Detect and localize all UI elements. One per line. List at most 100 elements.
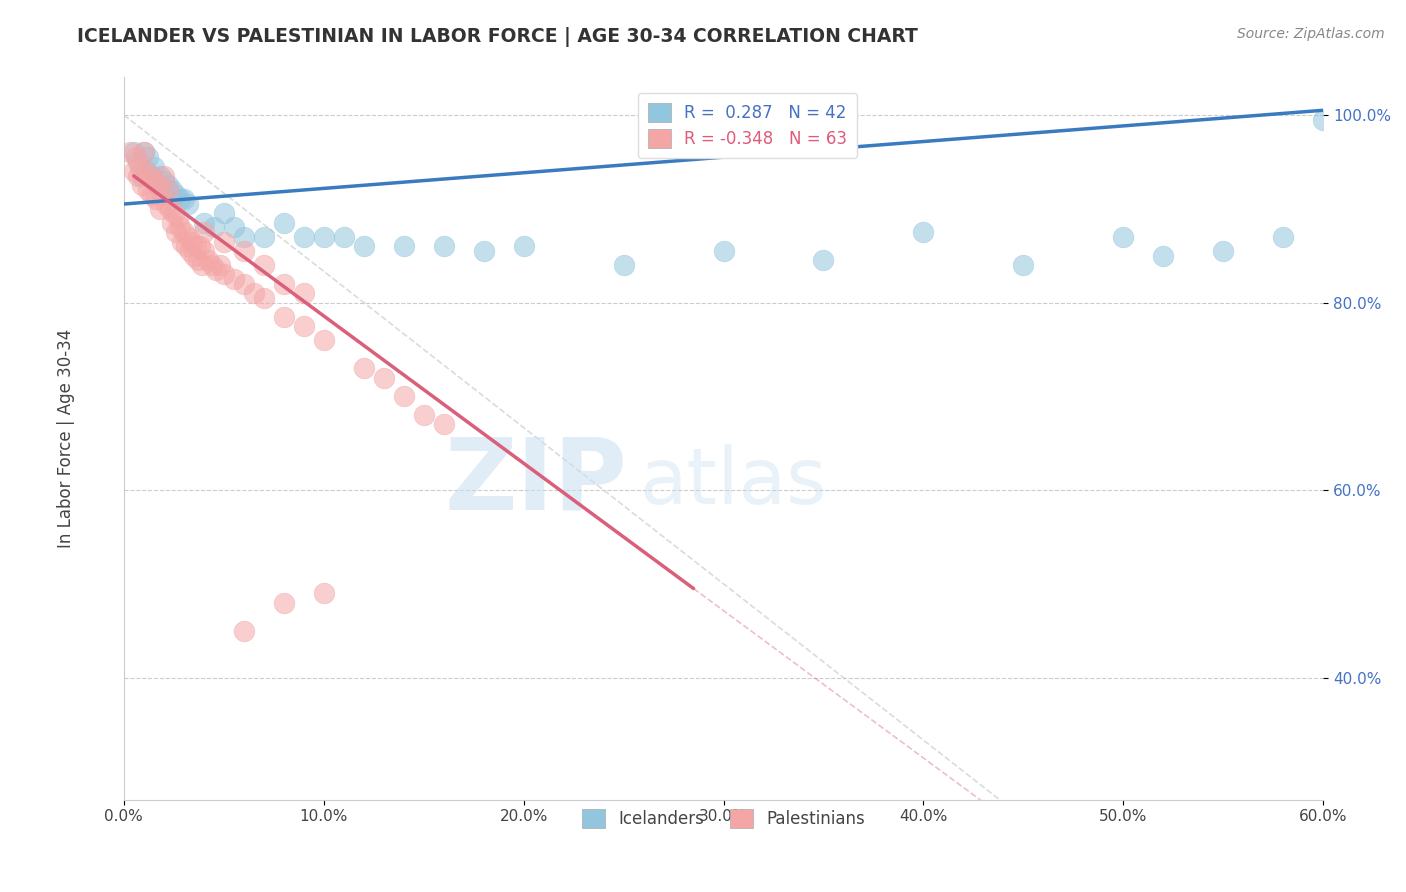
- Point: [202, 220, 225, 235]
- Point: [188, 239, 211, 253]
- Point: [155, 197, 177, 211]
- Point: [1112, 230, 1135, 244]
- Point: [125, 150, 148, 164]
- Point: [149, 202, 172, 216]
- Point: [312, 333, 335, 347]
- Point: [1272, 230, 1295, 244]
- Point: [292, 286, 315, 301]
- Point: [193, 244, 215, 258]
- Point: [135, 164, 157, 178]
- Text: ICELANDER VS PALESTINIAN IN LABOR FORCE | AGE 30-34 CORRELATION CHART: ICELANDER VS PALESTINIAN IN LABOR FORCE …: [77, 27, 918, 46]
- Point: [128, 160, 150, 174]
- Point: [190, 258, 212, 272]
- Point: [184, 239, 207, 253]
- Point: [273, 216, 295, 230]
- Point: [201, 258, 224, 272]
- Point: [122, 145, 145, 160]
- Point: [179, 244, 201, 258]
- Point: [1012, 258, 1035, 272]
- Point: [273, 310, 295, 324]
- Point: [273, 277, 295, 291]
- Point: [193, 216, 215, 230]
- Point: [1212, 244, 1234, 258]
- Point: [183, 249, 205, 263]
- Point: [169, 220, 191, 235]
- Point: [145, 192, 167, 206]
- Point: [813, 253, 835, 268]
- Point: [156, 178, 179, 193]
- Point: [187, 253, 209, 268]
- Point: [353, 361, 375, 376]
- Point: [177, 197, 200, 211]
- Point: [392, 389, 415, 403]
- Point: [152, 169, 174, 183]
- Point: [193, 225, 215, 239]
- Point: [141, 169, 163, 183]
- Point: [232, 277, 254, 291]
- Point: [412, 408, 434, 422]
- Point: [149, 169, 172, 183]
- Point: [232, 230, 254, 244]
- Y-axis label: In Labor Force | Age 30-34: In Labor Force | Age 30-34: [58, 329, 75, 548]
- Point: [353, 239, 375, 253]
- Point: [332, 230, 354, 244]
- Point: [174, 239, 197, 253]
- Point: [165, 225, 187, 239]
- Text: atlas: atlas: [640, 444, 827, 520]
- Point: [1152, 249, 1174, 263]
- Point: [212, 235, 235, 249]
- Point: [312, 586, 335, 600]
- Point: [212, 206, 235, 220]
- Point: [127, 169, 149, 183]
- Point: [160, 183, 183, 197]
- Point: [131, 178, 153, 193]
- Point: [150, 187, 173, 202]
- Point: [373, 370, 395, 384]
- Point: [142, 173, 165, 187]
- Point: [1312, 112, 1334, 127]
- Point: [160, 216, 183, 230]
- Point: [156, 183, 179, 197]
- Point: [253, 230, 276, 244]
- Point: [173, 192, 195, 206]
- Point: [142, 160, 165, 174]
- Point: [173, 225, 195, 239]
- Point: [312, 230, 335, 244]
- Point: [127, 154, 149, 169]
- Point: [132, 145, 155, 160]
- Point: [152, 173, 174, 187]
- Point: [132, 145, 155, 160]
- Point: [197, 253, 219, 268]
- Legend: Icelanders, Palestinians: Icelanders, Palestinians: [575, 802, 872, 835]
- Point: [222, 220, 245, 235]
- Point: [166, 211, 188, 226]
- Point: [713, 244, 735, 258]
- Point: [118, 145, 141, 160]
- Point: [177, 230, 200, 244]
- Point: [146, 178, 169, 193]
- Point: [131, 169, 153, 183]
- Text: ZIP: ZIP: [444, 434, 627, 531]
- Point: [232, 244, 254, 258]
- Text: Source: ZipAtlas.com: Source: ZipAtlas.com: [1237, 27, 1385, 41]
- Point: [122, 164, 145, 178]
- Point: [136, 183, 159, 197]
- Point: [170, 235, 193, 249]
- Point: [273, 596, 295, 610]
- Point: [433, 239, 456, 253]
- Point: [222, 272, 245, 286]
- Point: [613, 258, 636, 272]
- Point: [208, 258, 231, 272]
- Point: [165, 187, 187, 202]
- Point: [141, 187, 163, 202]
- Point: [136, 150, 159, 164]
- Point: [392, 239, 415, 253]
- Point: [135, 164, 157, 178]
- Point: [169, 192, 191, 206]
- Point: [253, 291, 276, 305]
- Point: [180, 235, 202, 249]
- Point: [292, 318, 315, 333]
- Point: [472, 244, 495, 258]
- Point: [912, 225, 935, 239]
- Point: [159, 202, 181, 216]
